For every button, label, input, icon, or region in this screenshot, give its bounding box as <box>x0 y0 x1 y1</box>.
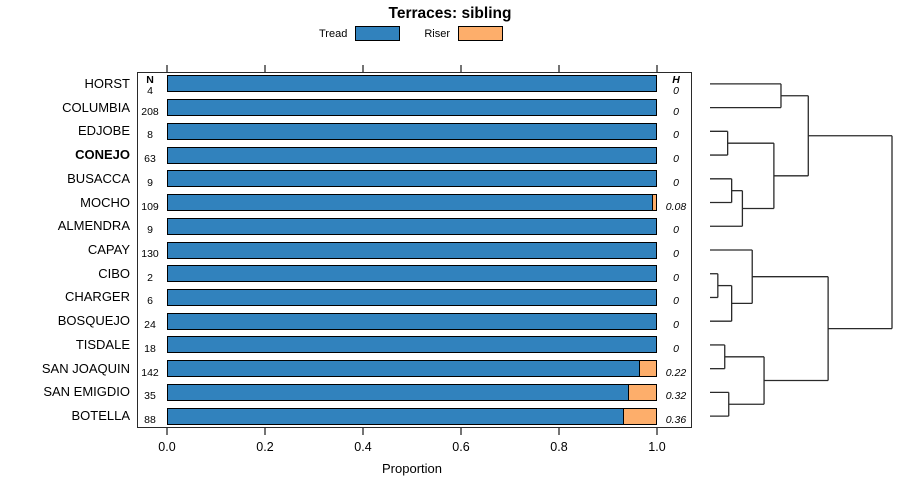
h-value: 0 <box>673 176 679 189</box>
bar-riser-segment <box>638 360 657 378</box>
bar-riser-segment <box>651 194 657 212</box>
legend-swatch-tread <box>355 26 401 41</box>
x-axis-title: Proportion <box>382 461 442 476</box>
h-value: 0.22 <box>665 366 687 379</box>
h-value: 0 <box>673 319 679 332</box>
h-value: 0 <box>673 224 679 237</box>
h-value: 0.32 <box>665 390 687 403</box>
x-tick-label: 0.2 <box>256 440 274 454</box>
legend-label-tread: Tread <box>319 27 348 40</box>
n-value: 63 <box>144 153 156 166</box>
bar-tread-segment <box>167 265 657 283</box>
y-axis-label: SAN EMIGDIO <box>43 384 130 400</box>
y-axis-label: BOTELLA <box>71 408 130 424</box>
y-axis-label: COLUMBIA <box>62 99 130 115</box>
h-value: 0.08 <box>665 200 687 213</box>
bar-tread-segment <box>167 336 657 354</box>
y-axis-label: BOSQUEJO <box>57 313 130 329</box>
y-axis-label: BUSACCA <box>67 170 130 186</box>
h-value: 0 <box>673 295 679 308</box>
plot-box <box>137 72 692 428</box>
bar-tread-segment <box>167 99 657 117</box>
y-axis-label: EDJOBE <box>77 123 130 139</box>
x-tick-label: 0.6 <box>452 440 470 454</box>
bar-tread-segment <box>167 312 657 330</box>
bar-tread-segment <box>167 122 657 140</box>
y-axis-label: MOCHO <box>80 194 130 210</box>
h-value: 0 <box>673 271 679 284</box>
x-tick-label: 1.0 <box>648 440 666 454</box>
n-value: 9 <box>147 176 153 189</box>
n-value: 4 <box>147 84 153 97</box>
n-value: 9 <box>147 224 153 237</box>
y-axis-label: SAN JOAQUIN <box>41 360 130 376</box>
y-axis-label: CIBO <box>98 265 130 281</box>
x-tick-label: 0.8 <box>550 440 568 454</box>
legend-swatch-riser <box>458 26 503 41</box>
h-value: 0 <box>673 84 679 97</box>
n-value: 35 <box>144 390 156 403</box>
n-value: 88 <box>144 414 156 427</box>
n-value: 18 <box>144 342 156 355</box>
h-value: 0 <box>673 129 679 142</box>
y-axis-label: CHARGER <box>64 289 130 305</box>
n-value: 130 <box>141 248 159 260</box>
bar-tread-segment <box>167 217 657 235</box>
n-value: 2 <box>147 271 153 284</box>
h-value: 0 <box>673 153 679 166</box>
n-value: 109 <box>141 200 159 213</box>
y-axis-label: CONEJO <box>75 147 130 163</box>
x-tick-label: 0.4 <box>354 440 372 454</box>
bar-riser-segment <box>628 383 657 401</box>
bar-tread-segment <box>167 146 657 164</box>
n-value: 208 <box>141 105 159 118</box>
n-column-header: N <box>146 74 154 86</box>
y-axis-label: CAPAY <box>87 242 130 257</box>
bar-tread-segment <box>167 241 657 259</box>
n-value: 142 <box>141 366 159 379</box>
legend-label-riser: Riser <box>424 27 450 40</box>
bar-tread-segment <box>167 75 657 93</box>
h-value: 0 <box>673 248 679 260</box>
x-tick-label: 0.0 <box>158 440 176 454</box>
bar-riser-segment <box>622 407 657 425</box>
n-value: 6 <box>147 295 153 308</box>
n-value: 24 <box>144 319 156 332</box>
y-axis-label: ALMENDRA <box>57 218 130 234</box>
h-value: 0 <box>673 105 679 118</box>
h-value: 0.36 <box>665 414 687 427</box>
y-axis-label: HORST <box>84 75 131 91</box>
h-column-header: H <box>672 74 680 86</box>
legend-item-tread: Tread <box>319 26 401 41</box>
y-axis-label: TISDALE <box>75 336 130 352</box>
legend-item-riser: Riser <box>424 26 503 41</box>
bar-tread-segment <box>167 288 657 306</box>
legend: Tread Riser <box>319 26 503 41</box>
bar-tread-segment <box>167 170 657 188</box>
n-value: 8 <box>147 129 153 142</box>
chart-title: Terraces: sibling <box>388 5 512 22</box>
h-value: 0 <box>673 342 679 355</box>
